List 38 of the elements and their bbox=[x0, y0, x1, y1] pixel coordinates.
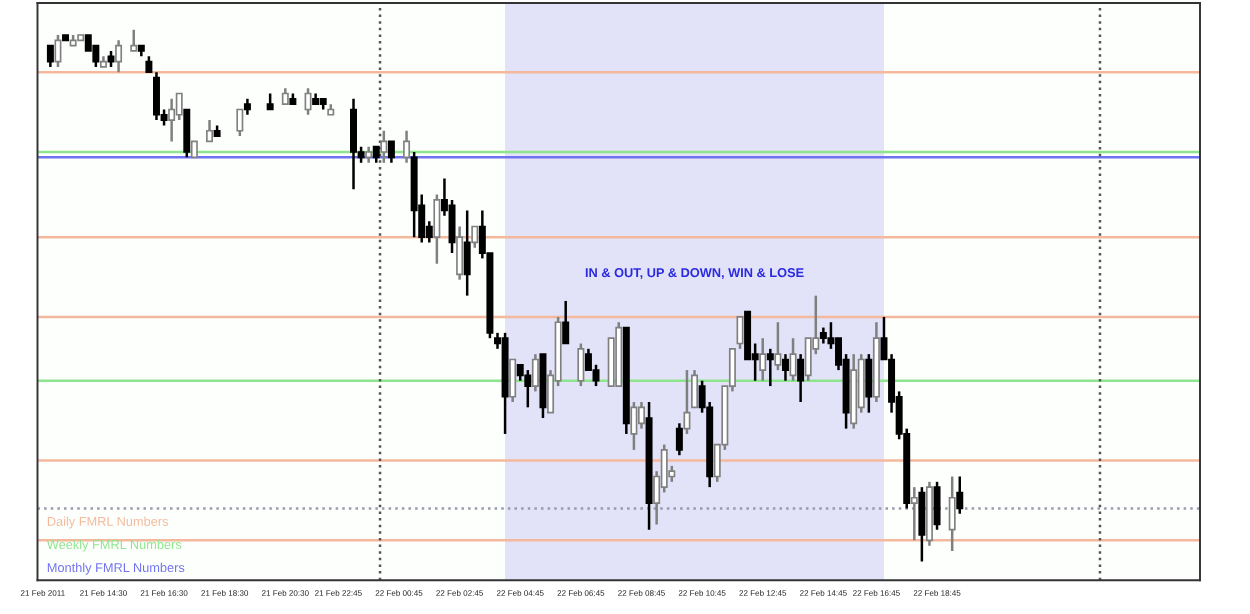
candlestick bbox=[933, 480, 941, 531]
candlestick bbox=[471, 225, 479, 250]
candlestick bbox=[380, 129, 388, 164]
candlestick bbox=[456, 225, 464, 281]
candlestick bbox=[948, 475, 956, 553]
candlestick bbox=[433, 193, 441, 265]
candlestick bbox=[637, 400, 645, 430]
candlestick bbox=[781, 352, 789, 382]
candlestick bbox=[115, 39, 123, 74]
candlestick bbox=[236, 108, 244, 138]
candlestick bbox=[630, 400, 638, 452]
candlestick bbox=[183, 108, 191, 159]
candlestick bbox=[206, 118, 214, 143]
candlestick bbox=[910, 485, 918, 542]
candlestick bbox=[562, 299, 570, 345]
candlestick bbox=[683, 368, 691, 436]
candlestick bbox=[577, 342, 585, 388]
candlestick bbox=[766, 347, 774, 388]
candlestick bbox=[956, 475, 964, 515]
candlestick bbox=[531, 352, 539, 393]
candlestick bbox=[774, 320, 782, 372]
candlestick bbox=[350, 97, 357, 191]
candlestick bbox=[387, 140, 395, 164]
candlestick bbox=[46, 44, 54, 69]
candlestick bbox=[463, 209, 471, 297]
candlestick bbox=[54, 33, 62, 69]
candlestick bbox=[865, 352, 873, 414]
candlestick bbox=[797, 352, 805, 404]
candlestick bbox=[168, 97, 176, 143]
candlestick bbox=[130, 28, 138, 53]
candlestick bbox=[509, 358, 517, 404]
candlestick bbox=[789, 336, 797, 382]
candlestick bbox=[918, 485, 926, 563]
candlestick bbox=[524, 368, 532, 409]
candlestick bbox=[403, 129, 411, 164]
candlestick bbox=[675, 422, 683, 457]
candlestick bbox=[759, 336, 767, 382]
candlestick bbox=[304, 86, 312, 117]
